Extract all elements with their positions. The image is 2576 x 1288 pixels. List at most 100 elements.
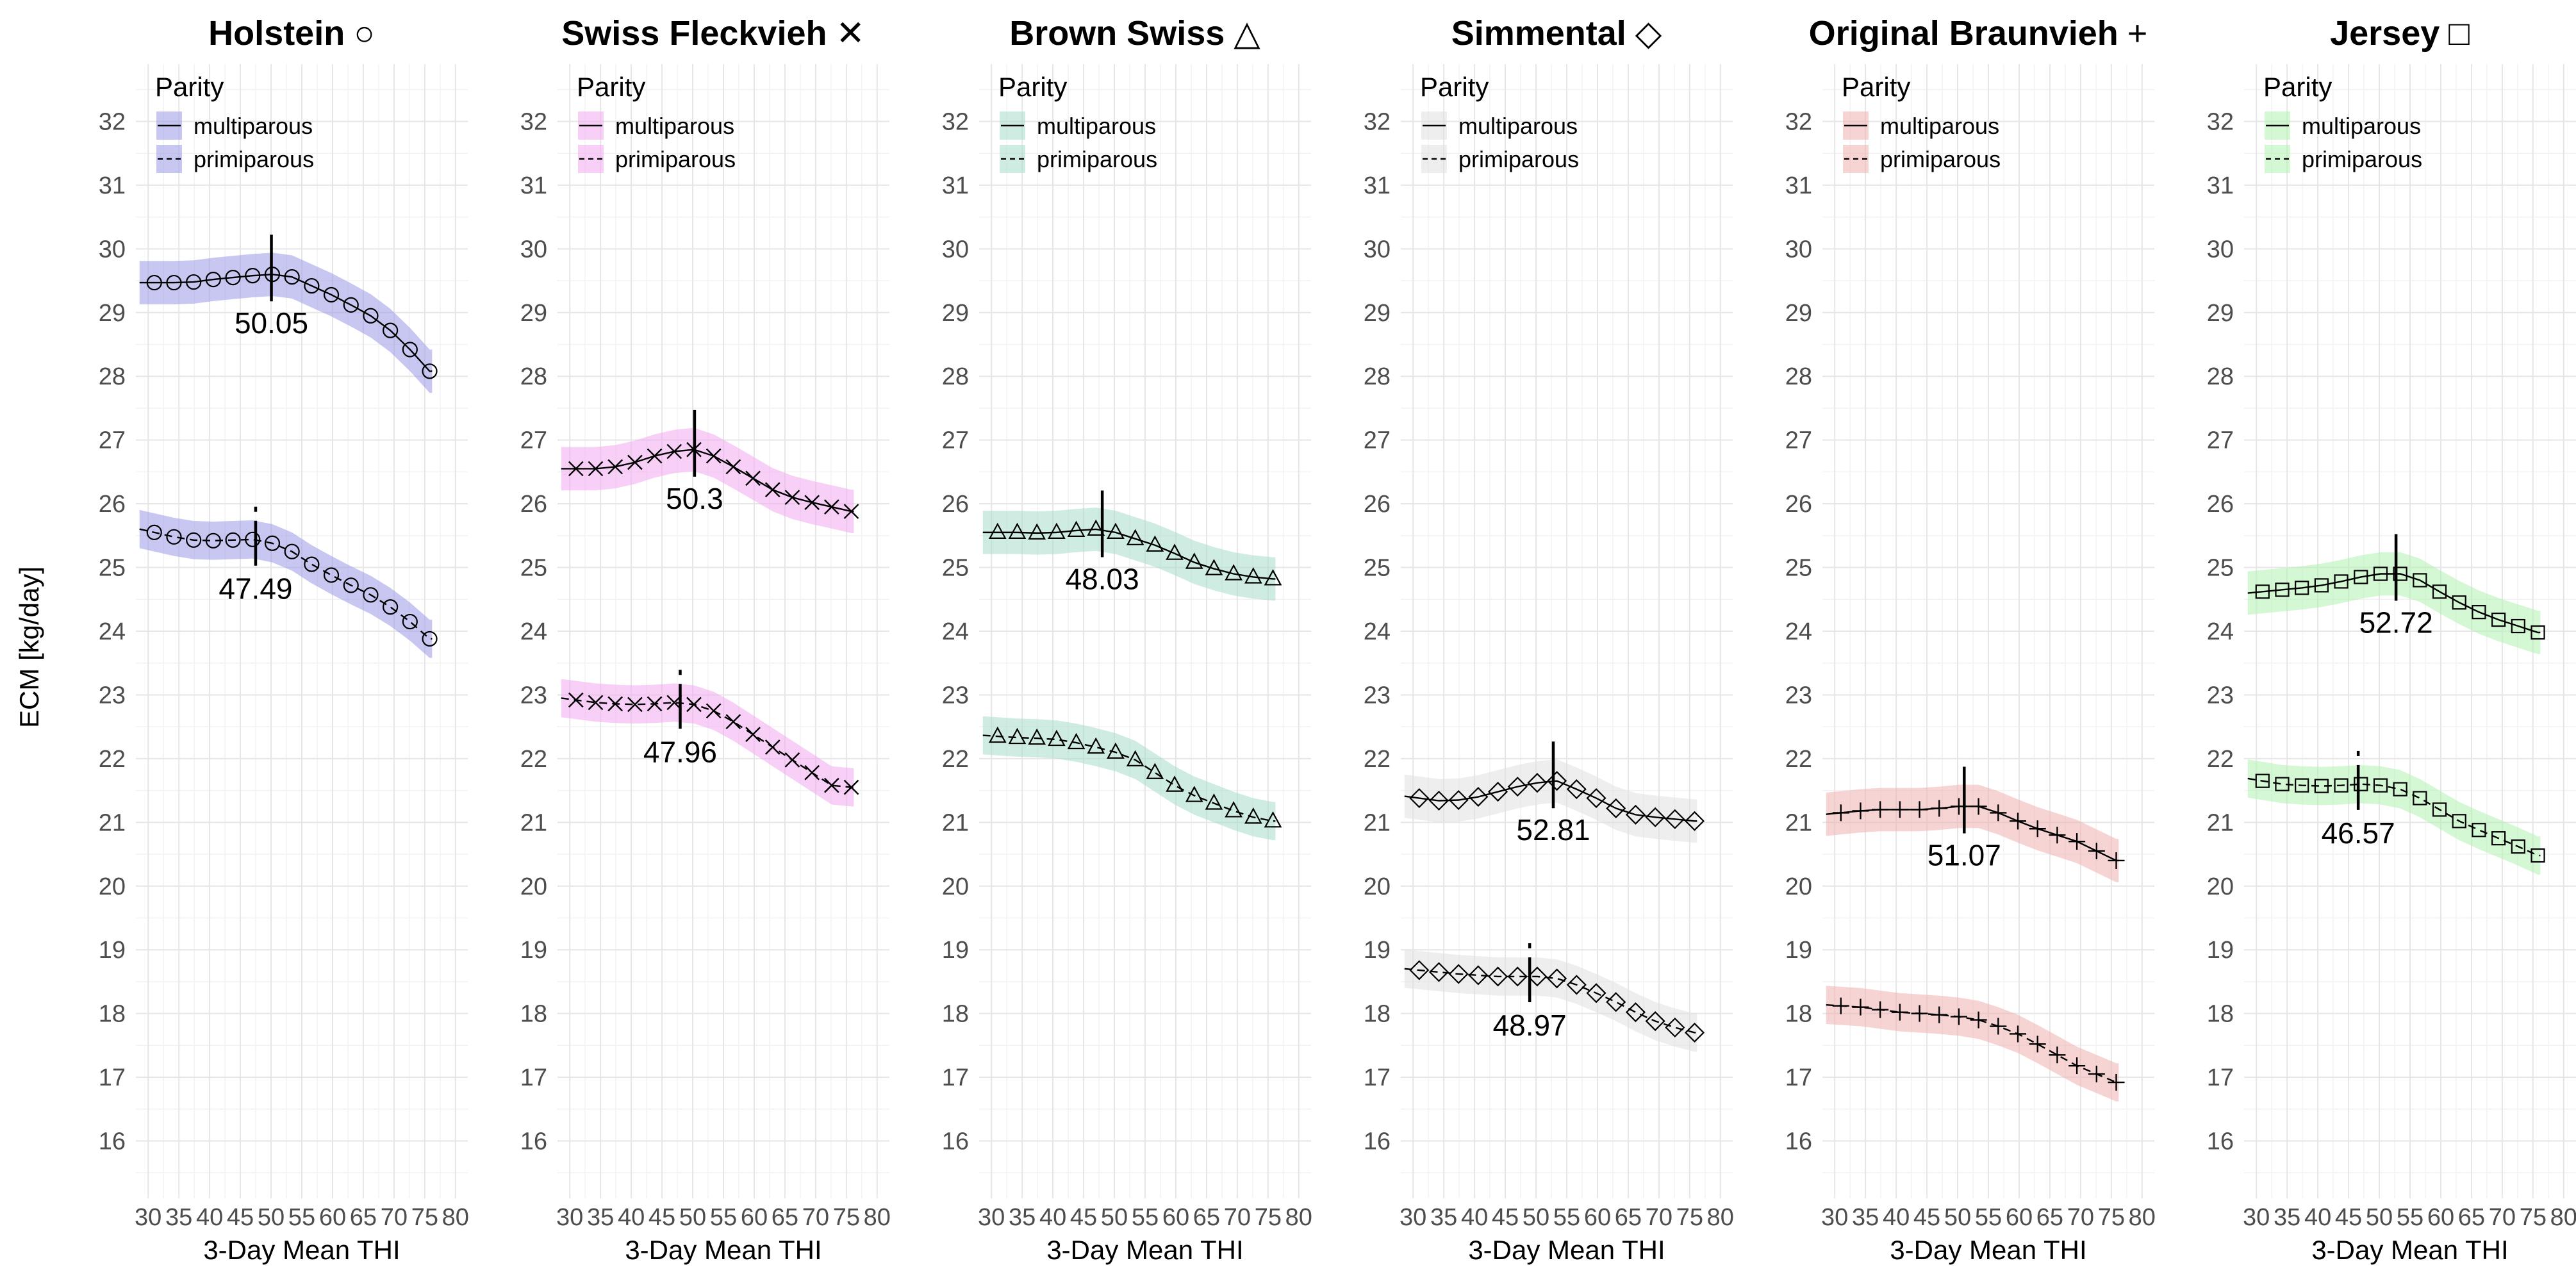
legend-label: multiparous (615, 113, 734, 139)
x-tick-label: 70 (1224, 1204, 1251, 1231)
x-tick-label: 55 (1975, 1204, 2002, 1231)
data-point (1990, 804, 2007, 822)
y-tick-label: 20 (942, 873, 969, 900)
y-tick-label: 16 (1364, 1128, 1391, 1155)
panel-title-breed: Jersey (2330, 14, 2440, 53)
y-tick-label: 16 (2207, 1128, 2234, 1155)
data-point (1028, 523, 1046, 540)
data-point (1107, 742, 1125, 759)
panel-title-breed: Brown Swiss (1009, 14, 1225, 53)
data-point (323, 567, 340, 583)
data-point (1048, 522, 1066, 539)
data-point (2049, 1046, 2066, 1064)
x-tick-label: 55 (1132, 1204, 1159, 1231)
data-point (588, 461, 604, 477)
data-point (245, 531, 261, 547)
y-tick-label: 17 (942, 1064, 969, 1091)
data-point (1185, 786, 1203, 802)
x-tick-label: 55 (288, 1204, 315, 1231)
x-tick-label: 40 (618, 1204, 645, 1231)
y-tick-label: 24 (1785, 618, 1812, 645)
data-point (1409, 788, 1430, 809)
breakpoint-label: 48.97 (1493, 1009, 1567, 1042)
data-point (1428, 962, 1449, 982)
y-tick-label: 24 (520, 618, 547, 645)
legend-label: multiparous (194, 113, 313, 139)
data-point (627, 454, 643, 470)
y-tick-label: 30 (1364, 236, 1391, 263)
breakpoint-label: 51.07 (1928, 838, 2001, 871)
x-tick-label: 50 (1944, 1204, 1971, 1231)
data-point (422, 631, 438, 647)
data-point (2010, 813, 2027, 830)
data-point (2472, 823, 2486, 838)
breakpoint-label: 46.57 (2322, 816, 2395, 850)
data-point (1684, 811, 1705, 831)
data-point (568, 692, 584, 708)
data-point (745, 470, 761, 486)
x-tick-label: 70 (802, 1204, 829, 1231)
data-point (2108, 1074, 2125, 1091)
data-point (568, 461, 584, 477)
breakpoint-label: 50.3 (666, 482, 723, 515)
legend-label: primiparous (615, 146, 736, 172)
x-tick-label: 65 (772, 1204, 798, 1231)
data-point (225, 532, 241, 548)
data-point (383, 599, 399, 615)
x-tick-label: 30 (2243, 1204, 2270, 1231)
y-tick-label: 24 (99, 618, 126, 645)
legend-title: Parity (1420, 72, 1489, 102)
y-tick-label: 23 (2207, 682, 2234, 709)
data-point (764, 482, 780, 498)
data-point (2511, 839, 2525, 854)
y-tick-label: 27 (520, 427, 547, 454)
data-point (1911, 1005, 1928, 1022)
y-tick-label: 25 (942, 555, 969, 582)
x-axis-title: 3-Day Mean THI (625, 1235, 822, 1265)
y-tick-label: 31 (520, 172, 547, 199)
data-point (1645, 807, 1665, 827)
data-point (1008, 727, 1027, 745)
data-point (1244, 807, 1262, 824)
x-tick-label: 80 (2550, 1204, 2576, 1231)
y-tick-label: 21 (520, 809, 547, 836)
data-point (2393, 782, 2407, 797)
data-point (804, 495, 820, 510)
y-tick-label: 19 (520, 937, 547, 964)
y-tick-label: 28 (1785, 363, 1812, 390)
x-tick-label: 40 (1883, 1204, 1910, 1231)
x-tick-label: 40 (2304, 1204, 2331, 1231)
data-point (2334, 574, 2349, 589)
panel-title-breed: Simmental (1451, 14, 1626, 53)
series-multiparous: 51.07 (1826, 766, 2125, 882)
x-tick-label: 45 (1492, 1204, 1519, 1231)
data-point (1684, 1022, 1705, 1043)
data-point (823, 499, 839, 515)
y-tick-label: 18 (942, 1001, 969, 1028)
data-point (225, 270, 241, 286)
data-point (2531, 625, 2545, 640)
x-tick-label: 35 (1430, 1204, 1457, 1231)
y-tick-label: 32 (2207, 108, 2234, 135)
data-point (1970, 1011, 1987, 1028)
y-tick-label: 23 (99, 682, 126, 709)
data-point (2334, 778, 2349, 793)
x-axis-title: 3-Day Mean THI (2311, 1235, 2508, 1265)
data-point (2295, 581, 2309, 595)
panel-holstein: Holstein ○1617181920212223242526272829303… (99, 14, 469, 1265)
data-point (304, 556, 320, 572)
data-point (205, 272, 221, 288)
panel-title-symbol: ✕ (836, 14, 864, 53)
data-point (2511, 618, 2525, 634)
data-point (2088, 843, 2105, 860)
data-point (1891, 1003, 1908, 1021)
x-tick-label: 40 (196, 1204, 223, 1231)
y-tick-label: 22 (520, 746, 547, 773)
data-point (2029, 820, 2046, 838)
x-tick-label: 60 (1584, 1204, 1611, 1231)
data-point (2373, 778, 2388, 793)
legend-label: primiparous (194, 146, 314, 172)
y-tick-label: 22 (1364, 746, 1391, 773)
x-tick-label: 60 (1162, 1204, 1189, 1231)
y-tick-label: 19 (99, 937, 126, 964)
